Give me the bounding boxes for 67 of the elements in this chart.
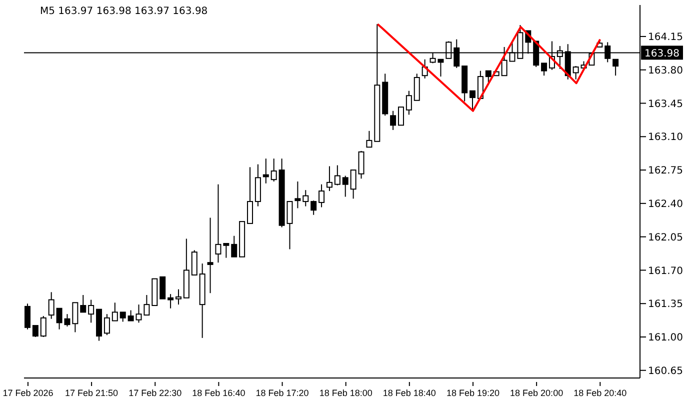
candlestick — [350, 170, 356, 200]
candlestick — [398, 106, 404, 126]
x-tick-label: 18 Feb 17:20 — [256, 388, 309, 398]
candlestick — [128, 310, 134, 322]
candlestick — [104, 314, 110, 336]
ref-line-label: 163.98 — [644, 48, 680, 60]
candlestick — [477, 70, 484, 99]
candlestick — [88, 299, 94, 324]
candlestick — [48, 292, 54, 320]
candlestick — [215, 184, 222, 264]
candlestick — [470, 90, 476, 112]
y-tick-label: 162.05 — [648, 232, 683, 244]
candlestick — [406, 90, 412, 116]
y-tick-label: 164.15 — [648, 32, 683, 44]
chart-title: M5 163.97 163.98 163.97 163.98 — [40, 6, 208, 17]
candlestick — [541, 62, 548, 76]
y-tick-label: 161.00 — [648, 332, 683, 344]
candlestick — [223, 242, 230, 258]
candlestick — [32, 325, 38, 338]
candlestick — [318, 184, 325, 208]
y-tick-label: 161.35 — [648, 299, 683, 310]
candlestick — [175, 288, 182, 306]
line-series — [376, 23, 602, 112]
x-tick-label: 18 Feb 18:00 — [319, 388, 372, 398]
y-tick-label: 163.45 — [648, 98, 683, 110]
candlestick — [80, 294, 86, 313]
candlestick — [358, 150, 364, 180]
x-tick-label: 17 Feb 2026 — [2, 388, 54, 398]
candlestick — [326, 166, 332, 192]
candlestick — [366, 130, 372, 148]
y-tick-label: 162.75 — [648, 166, 683, 177]
candlestick — [72, 302, 78, 333]
y-tick-label: 163.10 — [648, 132, 683, 144]
candlestick — [294, 180, 301, 209]
x-tick-label: 18 Feb 20:40 — [574, 388, 627, 398]
candlestick — [572, 66, 579, 80]
candlestick — [112, 302, 118, 322]
candlestick — [247, 166, 254, 224]
candlestick — [302, 190, 309, 207]
candlestick — [612, 58, 619, 76]
candlestick — [485, 70, 492, 83]
candlestick — [24, 303, 30, 330]
candlestick — [254, 164, 261, 207]
x-tick-label: 18 Feb 20:00 — [510, 388, 564, 398]
candlestick — [207, 217, 214, 294]
candlestick — [168, 294, 174, 309]
candlestick — [390, 110, 396, 130]
candlestick — [334, 164, 340, 186]
x-tick-label: 18 Feb 18:40 — [382, 388, 436, 398]
candlestick — [270, 158, 277, 182]
candlestick — [160, 276, 166, 300]
y-tick-label: 160.65 — [648, 366, 683, 377]
x-tick-label: 17 Feb 22:30 — [128, 388, 182, 398]
y-tick-label: 161.70 — [648, 266, 683, 277]
candlestick — [120, 312, 126, 322]
candlestick — [310, 200, 317, 216]
candlestick — [342, 175, 348, 198]
candlestick — [191, 250, 198, 276]
x-tick-label: 18 Feb 16:40 — [192, 388, 246, 398]
x-tick-label: 17 Feb 21:50 — [65, 388, 118, 398]
candlestick — [231, 235, 238, 258]
y-tick-label: 162.40 — [648, 198, 683, 210]
candlestick — [40, 315, 46, 338]
candlestick — [262, 158, 269, 184]
y-tick-label: 163.80 — [648, 65, 683, 76]
x-tick-label: 18 Feb 19:20 — [446, 388, 500, 398]
candlestick — [414, 73, 420, 101]
